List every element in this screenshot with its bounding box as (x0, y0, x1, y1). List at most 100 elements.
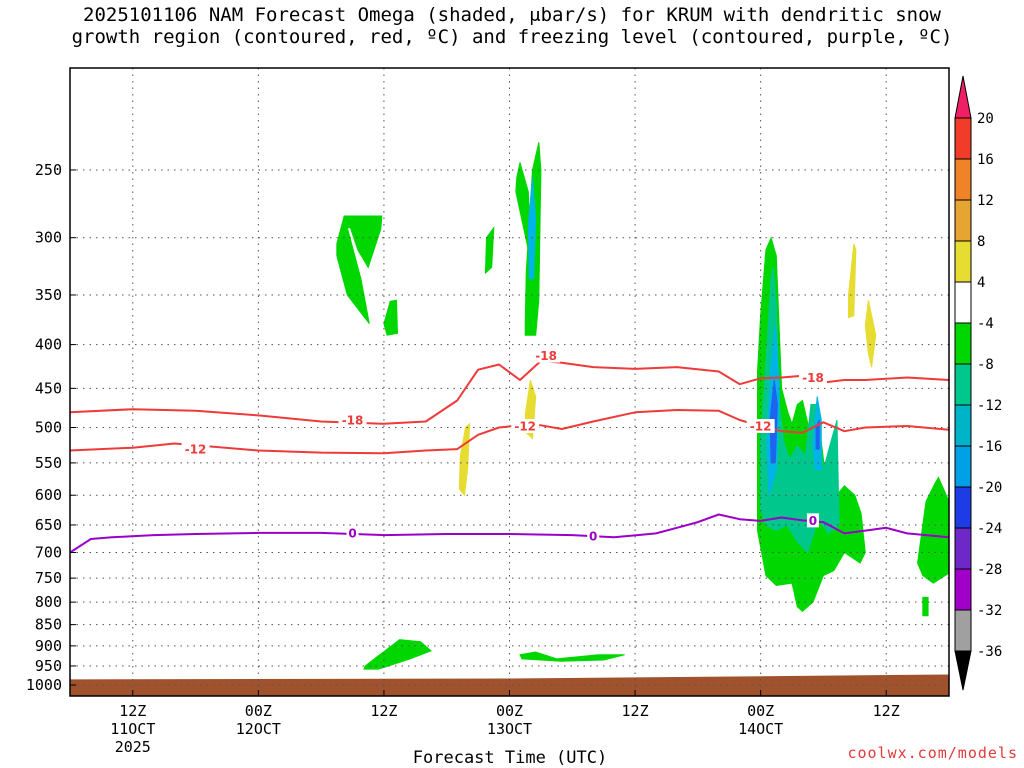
colorbar-label-1: 16 (977, 152, 994, 168)
contour-label-8: 0 (809, 514, 817, 528)
y-tick-label-700: 700 (35, 544, 62, 562)
contour-label-bg (587, 529, 600, 544)
contour-label-4: -12 (514, 420, 536, 434)
x-tick-label: 00Z (245, 702, 272, 720)
x-tick-label: 12Z (622, 702, 649, 720)
x-tick-label: 11OCT (110, 720, 155, 738)
chart-title-line-2: growth region (contoured, red, ºC) and f… (71, 26, 953, 48)
colorbar-segment-8 (954, 445, 972, 488)
y-tick-label-350: 350 (35, 286, 62, 304)
y-tick-label-850: 850 (35, 616, 62, 634)
x-tick-label: 00Z (496, 702, 523, 720)
contour-label-bg (181, 442, 210, 457)
ground-fill (70, 674, 949, 696)
colorbar-segment-6 (954, 363, 972, 406)
contour-label-bg (746, 419, 775, 434)
colorbar-segment-10 (954, 527, 972, 570)
ground-layer (70, 674, 949, 696)
x-axis-title: Forecast Time (UTC) (413, 748, 607, 768)
colorbar-segment-9 (954, 486, 972, 529)
y-tick-label-600: 600 (35, 486, 62, 504)
colorbar-bottom-arrow (954, 650, 972, 691)
contour-label-2: -18 (802, 371, 824, 385)
colorbar-label-6: -8 (977, 357, 994, 373)
colorbar-segment-12 (954, 609, 972, 652)
colorbar-label-0: 20 (977, 111, 994, 127)
contour-line-1 (69, 409, 950, 455)
contour-label-7: 0 (589, 530, 597, 544)
x-tick-label: 12OCT (236, 720, 281, 738)
contour-label-bg (511, 419, 540, 434)
colorbar-label-3: 8 (977, 234, 985, 250)
contour-label-6: 0 (348, 526, 356, 540)
contour-label-bg (806, 513, 819, 528)
omega-region-9 (922, 596, 929, 617)
omega-region-6 (519, 651, 625, 662)
omega-region-8 (917, 476, 950, 584)
y-tick-label-650: 650 (35, 516, 62, 534)
y-tick-label-300: 300 (35, 229, 62, 247)
y-tick-label-550: 550 (35, 454, 62, 472)
omega-region-5 (363, 639, 432, 670)
contour-label-5: -12 (750, 420, 772, 434)
omega-region-0 (336, 215, 383, 324)
x-tick-label: 12Z (370, 702, 397, 720)
colorbar: 20 16 12 8 4 -4 -8 -12 -16 -20 -24 -28 -32 -36 (954, 75, 1002, 691)
source-credit: coolwx.com/models (847, 744, 1018, 762)
contour-label-bg (338, 412, 367, 427)
colorbar-label-2: 12 (977, 193, 994, 209)
y-axis: 250 300 350 400 450 500 550 600 650 700 750 800 850 9… (26, 161, 76, 694)
chart-title-line-1: 2025101106 NAM Forecast Omega (shaded, μ… (83, 4, 941, 26)
colorbar-segment-11 (954, 568, 972, 611)
contour-line-2 (69, 513, 950, 554)
colorbar-label-5: -4 (977, 316, 994, 332)
colorbar-label-11: -28 (977, 562, 1002, 578)
x-tick-label: 12Z (119, 702, 146, 720)
omega-region-19 (864, 300, 877, 368)
x-tick-label: 12Z (873, 702, 900, 720)
colorbar-label-4: 4 (977, 275, 985, 291)
contour-label-0: -18 (342, 413, 364, 427)
colorbar-label-10: -24 (977, 521, 1002, 537)
colorbar-segment-2 (954, 199, 972, 242)
colorbar-segment-7 (954, 404, 972, 447)
contour-label-bg (532, 348, 561, 363)
omega-region-2 (484, 226, 495, 275)
x-tick-label: 00Z (747, 702, 774, 720)
colorbar-segment-3 (954, 240, 972, 283)
colorbar-segment-5 (954, 322, 972, 365)
y-tick-label-800: 800 (35, 593, 62, 611)
y-tick-label-950: 950 (35, 657, 62, 675)
colorbar-segment-4 (954, 281, 972, 324)
colorbar-label-12: -32 (977, 603, 1002, 619)
y-tick-label-900: 900 (35, 637, 62, 655)
colorbar-top-arrow (954, 75, 972, 119)
x-tick-label: 2025 (115, 738, 151, 756)
contour-labels: -18 -18 -18 -12 -12 -12 0 0 0 (181, 348, 827, 544)
grid-lines (70, 68, 949, 696)
colorbar-label-8: -16 (977, 439, 1002, 455)
y-tick-label-1000: 1000 (26, 676, 62, 694)
omega-region-16 (458, 422, 471, 497)
omega-region-10 (760, 267, 840, 554)
contour-label-3: -12 (185, 443, 207, 457)
colorbar-label-9: -20 (977, 480, 1002, 496)
colorbar-label-13: -36 (977, 644, 1002, 660)
x-tick-label: 14OCT (738, 720, 783, 738)
y-tick-label-500: 500 (35, 418, 62, 436)
colorbar-label-7: -12 (977, 398, 1002, 414)
contour-label-bg (798, 370, 827, 385)
contour-label-1: -18 (535, 349, 557, 363)
y-tick-label-400: 400 (35, 336, 62, 354)
omega-region-1 (383, 299, 399, 336)
colorbar-segment-1 (954, 158, 972, 201)
y-tick-label-450: 450 (35, 379, 62, 397)
colorbar-segment-0 (954, 117, 972, 160)
omega-shading (336, 142, 950, 670)
y-tick-label-750: 750 (35, 569, 62, 587)
x-tick-label: 13OCT (487, 720, 532, 738)
y-tick-label-250: 250 (35, 161, 62, 179)
contour-label-bg (346, 525, 359, 540)
